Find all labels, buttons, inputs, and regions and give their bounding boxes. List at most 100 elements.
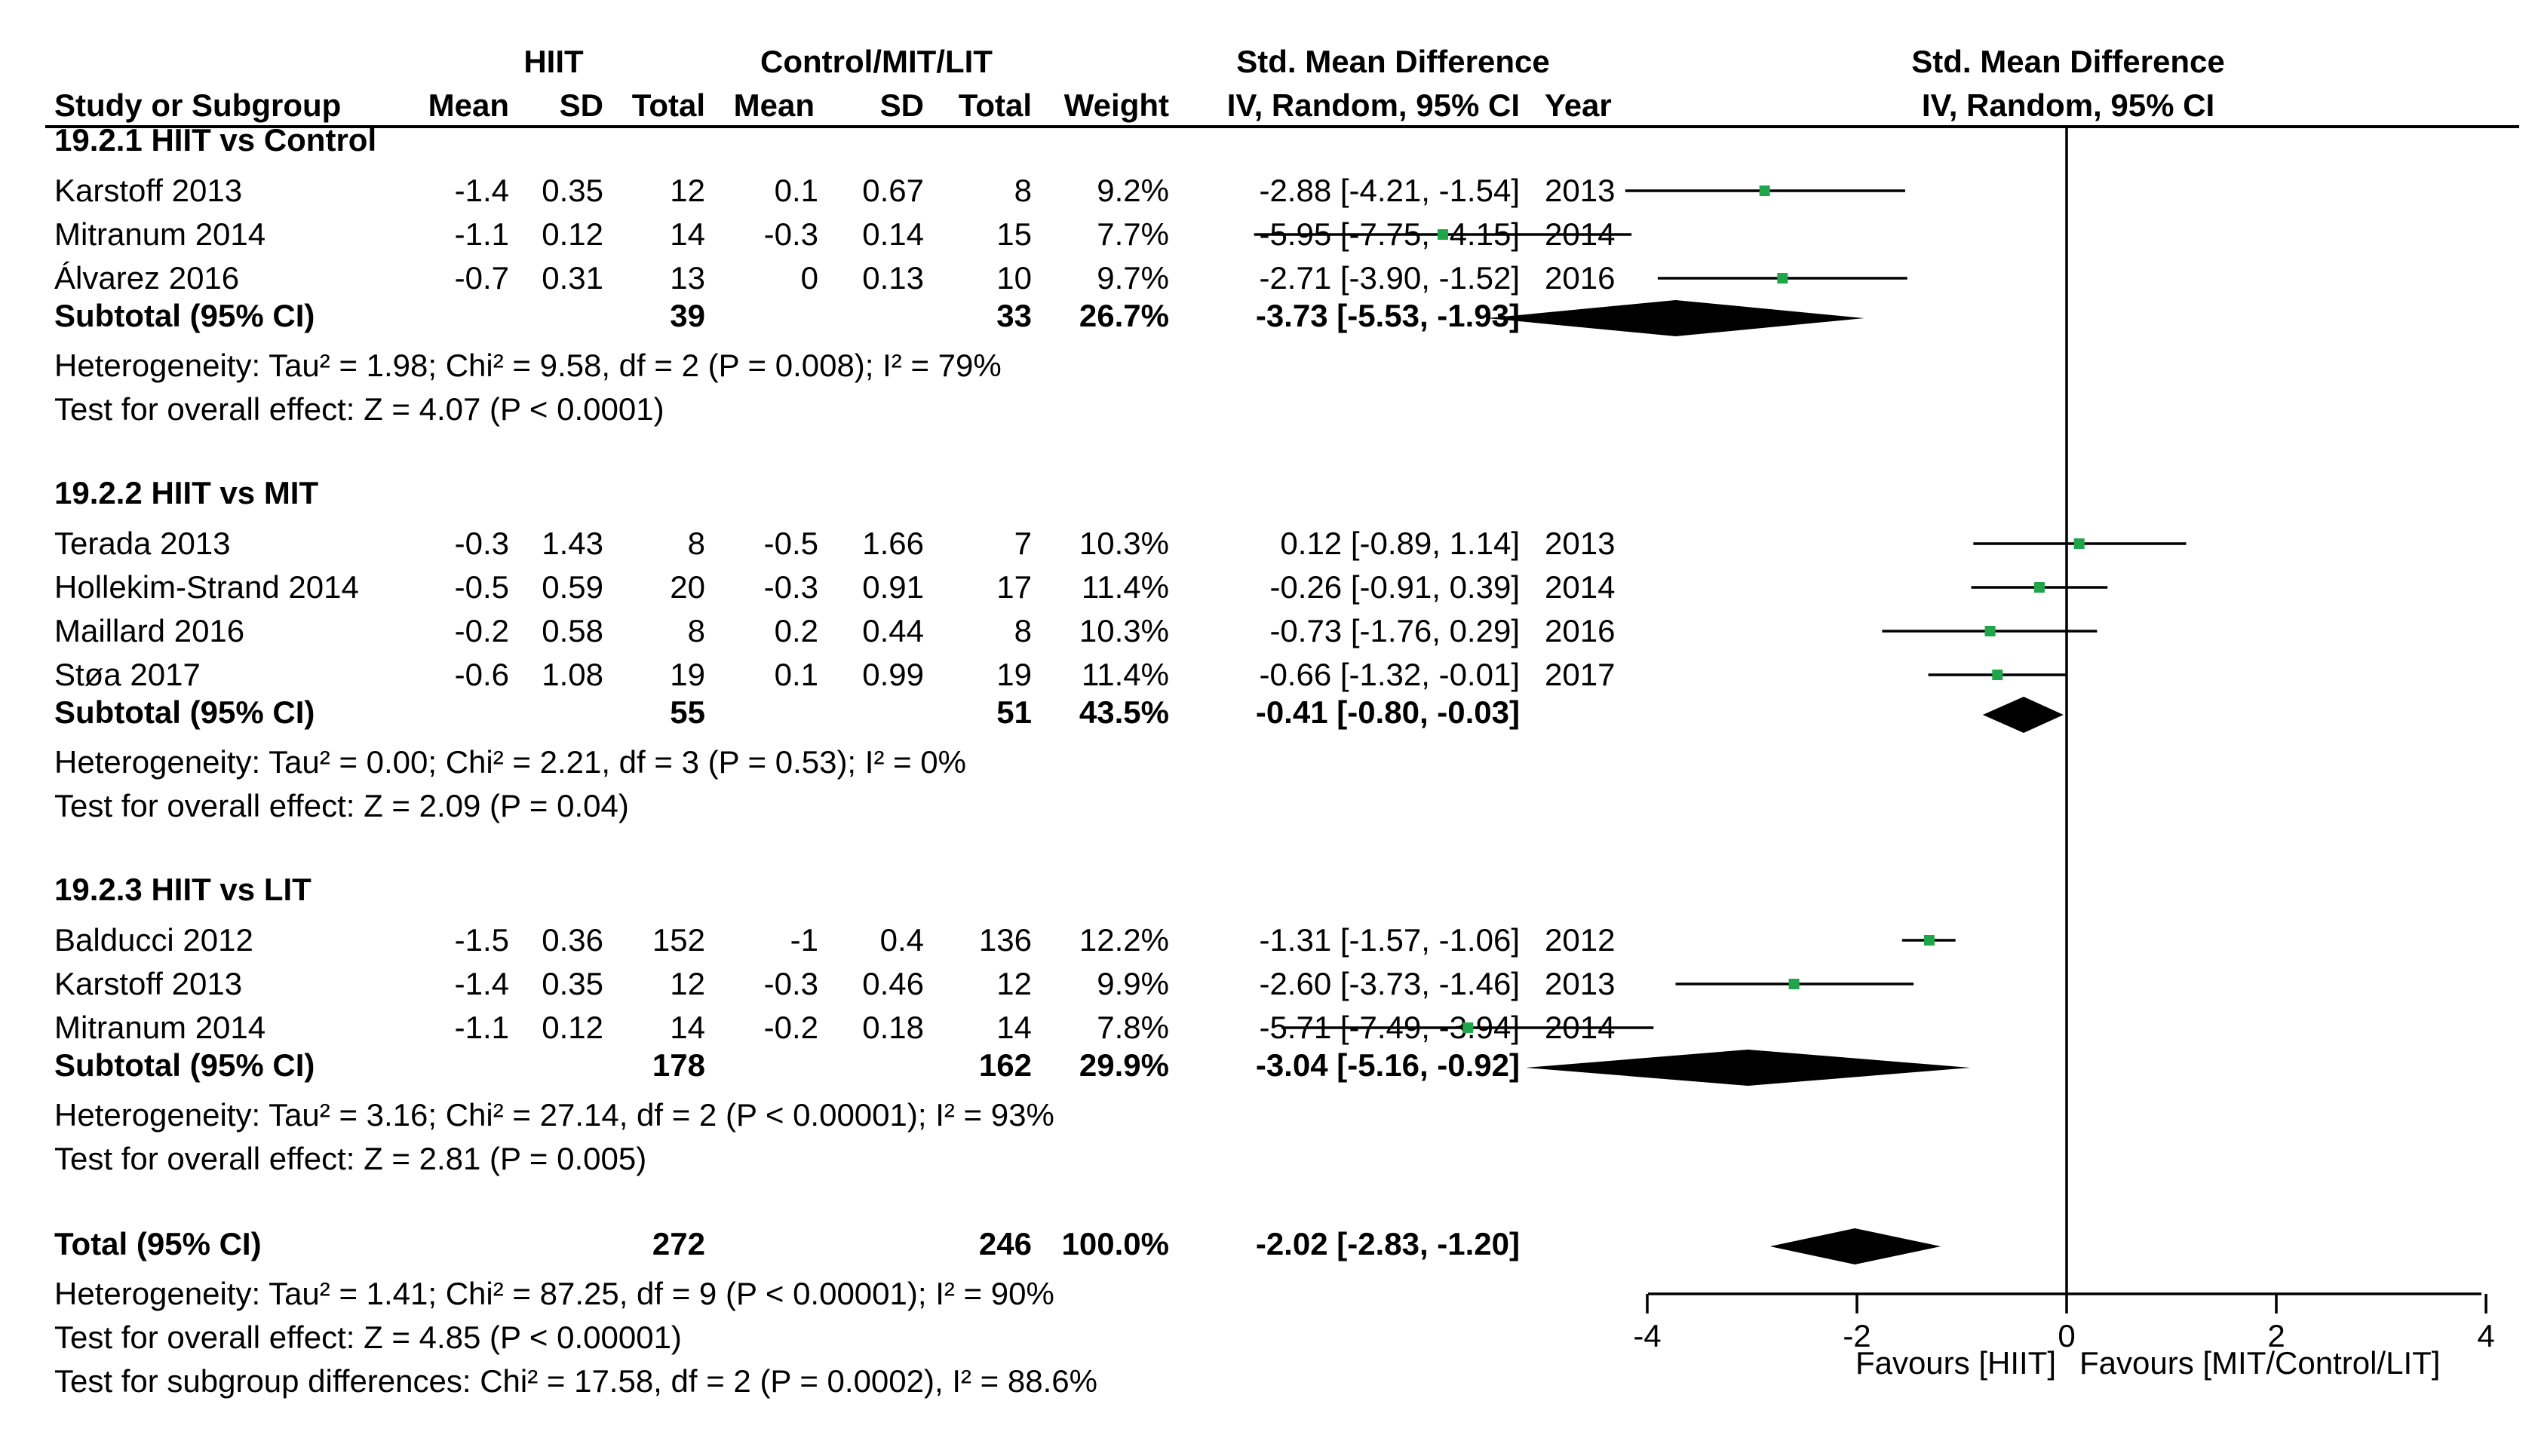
study-sd-hiit: 1.43 [542, 526, 603, 561]
subtotal-label: Subtotal (95% CI) [54, 298, 315, 333]
study-name: Álvarez 2016 [54, 260, 239, 296]
study-mean-hiit: -0.7 [455, 260, 509, 296]
study-total-control: 15 [996, 216, 1032, 252]
study-weight: 7.7% [1097, 216, 1169, 252]
subtotal-diamond [1982, 697, 2064, 733]
study-total-hiit: 8 [688, 613, 705, 648]
study-weight: 9.2% [1097, 173, 1169, 208]
subgroup-differences-test: Test for subgroup differences: Chi² = 17… [54, 1363, 1097, 1399]
study-mean-control: -0.3 [764, 966, 818, 1001]
x-tick-label: -4 [1633, 1318, 1661, 1353]
study-weight: 7.8% [1097, 1010, 1169, 1045]
study-sd-hiit: 0.35 [542, 966, 603, 1001]
header-mean-2: Mean [734, 87, 815, 123]
study-ci: -2.88 [-4.21, -1.54] [1259, 173, 1520, 208]
study-mean-hiit: -1.4 [455, 966, 509, 1001]
study-sd-hiit: 1.08 [542, 657, 603, 692]
study-ci: -1.31 [-1.57, -1.06] [1259, 922, 1520, 958]
study-mean-control: -0.5 [764, 526, 818, 561]
header-year: Year [1545, 87, 1612, 123]
subtotal-label: Subtotal (95% CI) [54, 694, 315, 730]
study-total-hiit: 12 [670, 966, 705, 1001]
study-name: Hollekim-Strand 2014 [54, 569, 359, 605]
study-mean-hiit: -0.3 [455, 526, 509, 561]
study-point [1992, 670, 2003, 680]
subtotal-label: Subtotal (95% CI) [54, 1047, 315, 1083]
study-ci: -2.71 [-3.90, -1.52] [1259, 260, 1520, 296]
study-mean-hiit: -1.1 [455, 216, 509, 252]
study-name: Karstoff 2013 [54, 173, 242, 208]
subgroup-heterogeneity: Heterogeneity: Tau² = 0.00; Chi² = 2.21,… [54, 744, 966, 780]
study-ci: 0.12 [-0.89, 1.14] [1280, 526, 1520, 561]
study-year: 2013 [1545, 173, 1615, 208]
header-mean-1: Mean [428, 87, 509, 123]
study-ci: -0.26 [-0.91, 0.39] [1269, 569, 1520, 605]
study-total-hiit: 152 [652, 922, 705, 958]
favours-left-label: Favours [HIIT] [1855, 1345, 2056, 1381]
header-weight: Weight [1064, 87, 1169, 123]
study-total-hiit: 8 [688, 526, 705, 561]
study-sd-control: 0.18 [862, 1010, 924, 1045]
subtotal-diamond [1487, 300, 1864, 336]
subgroup-title: 19.2.3 HIIT vs LIT [54, 872, 312, 907]
header-total-2: Total [959, 87, 1032, 123]
study-weight: 11.4% [1082, 569, 1169, 605]
subgroup-overall-effect: Test for overall effect: Z = 4.07 (P < 0… [54, 391, 664, 427]
study-mean-control: 0.2 [775, 613, 818, 648]
study-name: Maillard 2016 [54, 613, 244, 648]
study-sd-hiit: 0.58 [542, 613, 603, 648]
study-year: 2016 [1545, 613, 1615, 648]
study-total-control: 136 [979, 922, 1032, 958]
study-point [1788, 979, 1800, 989]
header-total-1: Total [632, 87, 705, 123]
study-name: Mitranum 2014 [54, 1010, 265, 1045]
study-sd-hiit: 0.59 [542, 569, 603, 605]
study-mean-hiit: -0.6 [455, 657, 509, 692]
study-sd-hiit: 0.35 [542, 173, 603, 208]
study-sd-hiit: 0.12 [542, 1010, 603, 1045]
study-ci: -2.60 [-3.73, -1.46] [1259, 966, 1520, 1001]
study-year: 2013 [1545, 526, 1615, 561]
study-weight: 9.9% [1097, 966, 1169, 1001]
study-point [2073, 538, 2085, 549]
header-plot-top: Std. Mean Difference [1911, 44, 2224, 79]
study-point [1759, 185, 1770, 196]
header-sd-2: SD [880, 87, 924, 123]
study-total-control: 10 [996, 260, 1032, 296]
study-name: Støa 2017 [54, 657, 201, 692]
study-total-control: 17 [996, 569, 1032, 605]
total-weight: 100.0% [1062, 1226, 1169, 1261]
header-hiit: HIIT [523, 44, 584, 79]
header-effect-top: Std. Mean Difference [1236, 44, 1549, 79]
study-point [1437, 229, 1448, 240]
study-weight: 10.3% [1079, 526, 1169, 561]
study-point [2033, 582, 2045, 593]
study-mean-hiit: -1.5 [455, 922, 509, 958]
total-diamond [1769, 1228, 1941, 1264]
study-weight: 11.4% [1082, 657, 1169, 692]
study-name: Karstoff 2013 [54, 966, 242, 1001]
study-total-hiit: 20 [670, 569, 705, 605]
subgroup-title: 19.2.2 HIIT vs MIT [54, 475, 318, 510]
study-total-hiit: 13 [670, 260, 705, 296]
study-sd-control: 0.13 [862, 260, 924, 296]
subgroup-heterogeneity: Heterogeneity: Tau² = 3.16; Chi² = 27.14… [54, 1097, 1054, 1133]
study-total-control: 7 [1014, 526, 1032, 561]
header-control-group: Control/MIT/LIT [760, 44, 993, 79]
subgroup-title: 19.2.1 HIIT vs Control [54, 122, 376, 158]
subtotal-weight: 43.5% [1079, 694, 1169, 730]
total-overall-effect: Test for overall effect: Z = 4.85 (P < 0… [54, 1320, 682, 1355]
subtotal-total-hiit: 39 [670, 298, 705, 333]
study-mean-hiit: -0.2 [455, 613, 509, 648]
study-name: Mitranum 2014 [54, 216, 265, 252]
study-mean-control: 0.1 [775, 173, 818, 208]
study-total-control: 8 [1014, 173, 1032, 208]
total-ci: -2.02 [-2.83, -1.20] [1256, 1226, 1520, 1261]
subtotal-ci: -3.04 [-5.16, -0.92] [1256, 1047, 1520, 1083]
subtotal-ci: -3.73 [-5.53, -1.93] [1256, 298, 1520, 333]
study-point [1462, 1022, 1474, 1033]
total-total-hiit: 272 [652, 1226, 705, 1261]
study-year: 2013 [1545, 966, 1615, 1001]
study-sd-control: 0.99 [862, 657, 924, 692]
